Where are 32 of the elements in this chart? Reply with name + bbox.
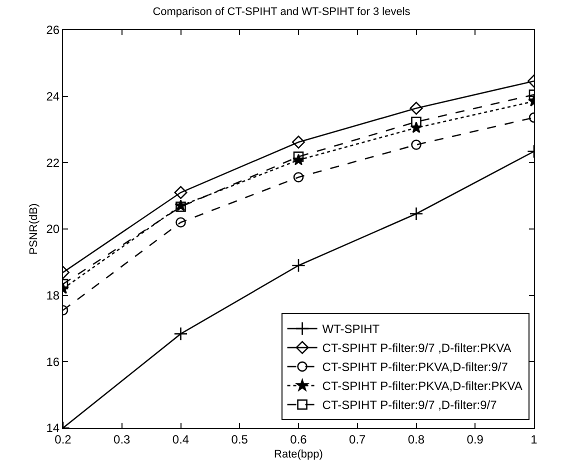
y-axis-title: PSNR(dB): [28, 203, 40, 255]
point: [174, 186, 188, 200]
point: [176, 217, 186, 228]
point: [293, 152, 304, 162]
x-tick-label: 0.9: [466, 432, 484, 446]
x-tick-label: 0.6: [290, 432, 308, 446]
y-tick-label: 22: [46, 156, 60, 170]
x-axis-title: Rate(bpp): [274, 448, 323, 461]
x-tick-label: 0.8: [408, 432, 425, 446]
point: [410, 102, 423, 115]
legend-label: CT-SPIHT P-filter:PKVA,D-filter:PKVA: [322, 379, 522, 394]
legend-label: CT-SPIHT P-filter:9/7 ,D-filter:PKVA: [322, 341, 512, 356]
y-tick-label: 20: [46, 222, 60, 236]
x-tick-label: 1: [530, 432, 538, 446]
legend-label: CT-SPIHT P-filter:9/7 ,D-filter:9/7: [322, 398, 498, 412]
point: [411, 140, 422, 150]
x-tick-label: 0.3: [114, 432, 131, 446]
x-tick-label: 0.4: [172, 432, 190, 446]
point: [292, 136, 305, 149]
point: [409, 206, 424, 221]
point: [293, 172, 304, 182]
point: [292, 258, 306, 272]
x-tick-label: 0.5: [231, 432, 248, 446]
y-tick-label: 18: [46, 288, 60, 303]
chart-title: Comparison of CT-SPIHT and WT-SPIHT for 3 levels: [152, 6, 411, 18]
y-tick-label: 26: [46, 23, 60, 38]
legend-label: WT-SPIHT: [322, 322, 380, 336]
point: [174, 326, 188, 341]
legend-label: CT-SPIHT P-filter:PKVA,D-filter:9/7: [322, 360, 508, 374]
y-tick-label: 24: [46, 90, 60, 104]
x-tick-label: 0.7: [349, 432, 366, 446]
y-tick-label: 16: [46, 354, 60, 369]
